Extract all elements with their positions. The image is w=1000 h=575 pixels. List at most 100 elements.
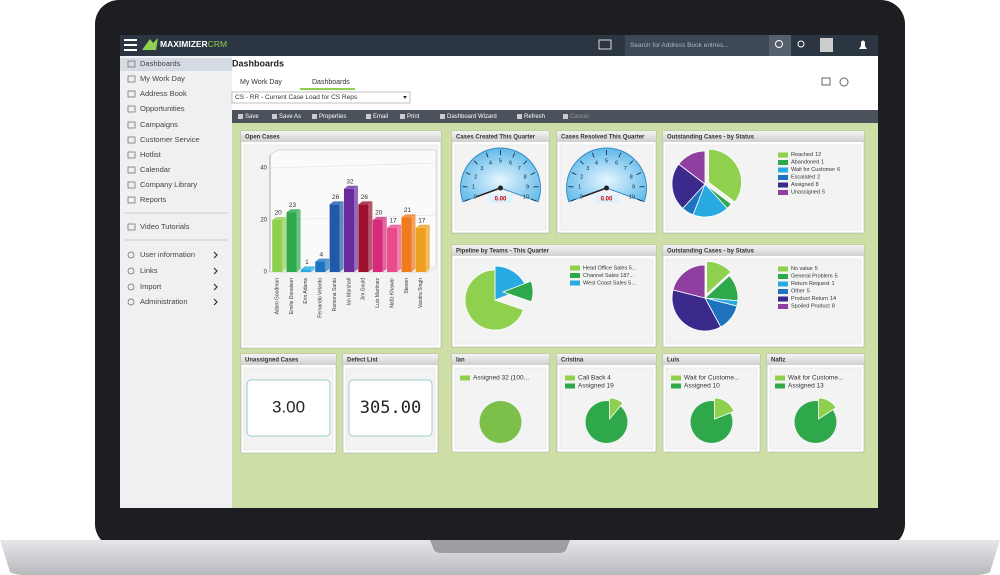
tab[interactable]: Dashboards (312, 79, 350, 86)
toolbar-button[interactable]: Save As (279, 114, 301, 120)
bar-top (343, 185, 359, 189)
sidebar-item[interactable]: Address Book (140, 89, 187, 98)
sidebar-item[interactable]: User information (140, 250, 195, 259)
gauge-tick-label: 9 (526, 185, 529, 191)
bar-value-label: 1 (305, 259, 309, 266)
gauge-hub (498, 185, 503, 191)
sidebar-item[interactable]: Import (140, 282, 162, 291)
toolbar-button[interactable]: Properties (319, 114, 346, 120)
quick-icon[interactable] (797, 40, 805, 48)
sidebar-item[interactable]: Campaigns (140, 120, 178, 129)
sidebar-item[interactable]: Company Library (140, 180, 197, 189)
bar (343, 188, 355, 272)
sidebar-item[interactable]: Administration (140, 297, 188, 306)
legend-swatch (570, 265, 580, 271)
sidebar-item[interactable]: Links (140, 266, 158, 275)
gauge-tick-label: 6 (615, 160, 618, 166)
sidebar-icon (127, 75, 136, 83)
legend-value: 1 (832, 281, 835, 287)
widget-header (767, 354, 864, 365)
gauge-value: 0.00 (495, 197, 507, 203)
sidebar-item[interactable]: Dashboards (140, 59, 181, 68)
laptop-notch (430, 540, 570, 553)
bell-icon[interactable] (859, 40, 867, 50)
legend-label: No value (791, 266, 813, 272)
sidebar-item[interactable]: Opportunities (140, 104, 185, 113)
bar-value-label: 4 (319, 251, 323, 258)
gauge-needle (475, 187, 501, 198)
pie-slice-decor (501, 280, 534, 303)
search-box[interactable] (625, 35, 769, 56)
avatar[interactable] (820, 38, 833, 52)
toolbar-button[interactable]: Dashboard Wizard (447, 114, 497, 120)
gauge-tick-label: 8 (524, 174, 527, 180)
bar-value-label: 20 (375, 210, 383, 217)
dashboard-select[interactable] (231, 91, 411, 104)
icon[interactable] (821, 77, 831, 86)
legend-value: 5 (807, 289, 810, 295)
toolbar-button[interactable]: Cancel (570, 114, 589, 120)
legend-label: Escalated (791, 175, 815, 181)
bar-side (310, 266, 315, 272)
widget-header (452, 245, 656, 256)
sidebar-item[interactable]: Calendar (140, 165, 171, 174)
legend-entry: Assigned 13 (788, 383, 824, 390)
legend-entry: Spoiled Product 8 (791, 304, 835, 310)
chevron (213, 267, 218, 275)
x-tick-label: Steven (404, 278, 410, 294)
toolbar-icon (272, 114, 277, 119)
value-card (348, 379, 433, 437)
sidebar-item[interactable]: Reports (140, 195, 167, 204)
sidebar (120, 56, 232, 508)
legend-entry: Assigned 10 (684, 383, 720, 390)
bar-value-label: 26 (332, 194, 340, 201)
legend-entry: Assigned 8 (791, 182, 819, 188)
legend-swatch (778, 160, 788, 165)
gauge-tick (636, 172, 642, 175)
sidebar-icon (127, 251, 135, 259)
tab-underline (300, 88, 355, 90)
gauge-tick-label: 1 (578, 185, 581, 191)
book-icon[interactable] (598, 39, 612, 50)
big-value: 305.00 (360, 398, 421, 418)
pie-slice-decor (464, 269, 524, 331)
help-icon[interactable] (839, 77, 849, 87)
legend-value: 2 (817, 175, 820, 181)
bar-top (372, 217, 387, 220)
sidebar-item[interactable]: Hotlist (140, 150, 162, 159)
legend-swatch (778, 190, 788, 195)
search-button[interactable] (769, 35, 791, 56)
legend-entry: Reached 12 (791, 152, 821, 158)
sidebar-item[interactable]: My Work Day (140, 74, 185, 83)
bar-top (315, 258, 330, 262)
gauge-tick-label: 7 (624, 166, 627, 172)
x-tick-label: Fernando Velardo (318, 278, 324, 318)
gauge-tick-label: 10 (629, 195, 635, 201)
sidebar-item[interactable]: Video Tutorials (140, 222, 190, 231)
widget-header (452, 131, 549, 142)
value-card (246, 379, 331, 437)
legend-swatch (460, 375, 470, 381)
bar (415, 227, 426, 272)
toolbar-button[interactable]: Refresh (524, 114, 545, 120)
gauge-tick-label: 10 (523, 195, 529, 201)
bar-side (411, 214, 416, 272)
gauge-tick (579, 160, 584, 165)
big-value: 3.00 (272, 397, 305, 416)
bar-top (401, 214, 416, 218)
tab[interactable]: My Work Day (240, 79, 282, 86)
page-title: Dashboards (232, 58, 284, 68)
gauge-value: 0.00 (601, 197, 613, 203)
widget-header (663, 245, 864, 256)
bar (286, 212, 297, 272)
logo-name: MAXIMIZER (160, 39, 208, 49)
gauge-tick (512, 152, 516, 158)
toolbar-button[interactable]: Email (373, 114, 388, 120)
toolbar-button[interactable]: Print (407, 114, 420, 120)
sidebar-icon (127, 223, 136, 231)
gauge-tick (464, 198, 470, 202)
menu-icon[interactable] (124, 39, 137, 51)
sidebar-item[interactable]: Customer Service (140, 135, 200, 144)
toolbar-button[interactable]: Save (245, 114, 259, 120)
widget-title: Ian (456, 358, 465, 364)
